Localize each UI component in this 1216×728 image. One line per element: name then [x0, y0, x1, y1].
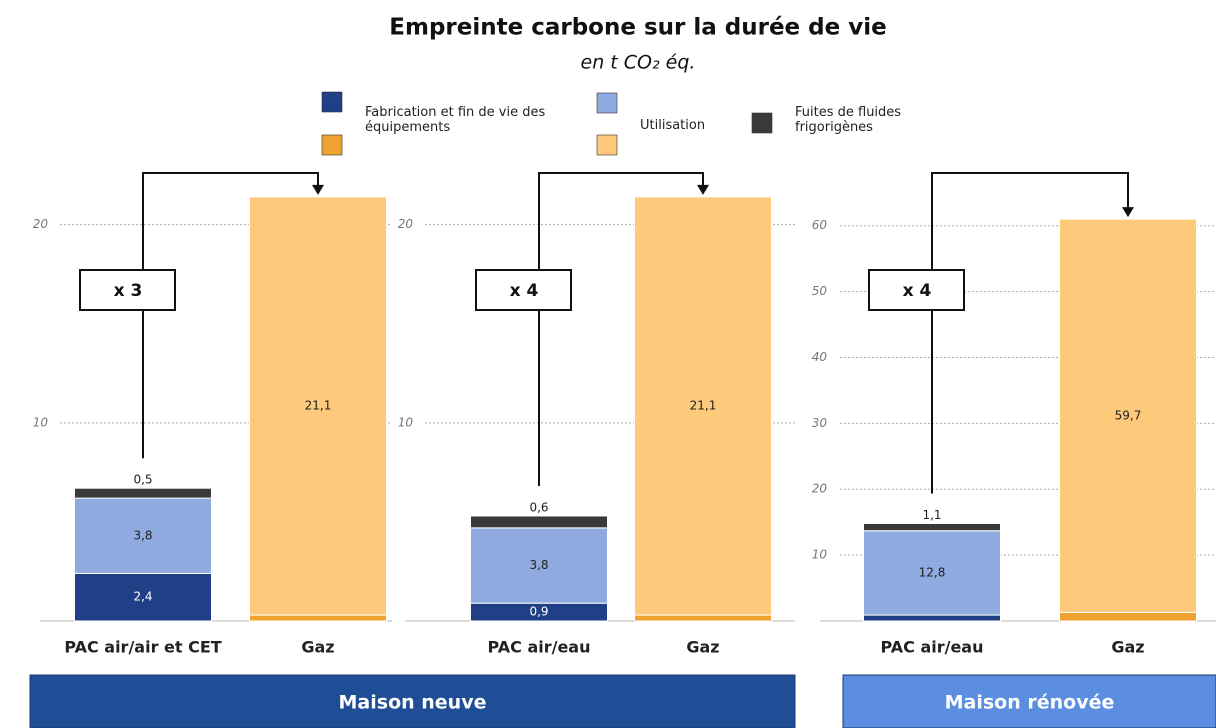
- bar-segment: [470, 527, 608, 604]
- bar-segment: [74, 572, 212, 622]
- bar-segment: [1059, 218, 1197, 613]
- value-label: 1,1: [922, 508, 941, 522]
- arrow-head: [1122, 207, 1134, 218]
- value-label: 3,8: [529, 558, 548, 572]
- legend-swatch: [596, 134, 618, 156]
- legend-swatch: [321, 134, 343, 156]
- bar-segment: [74, 487, 212, 499]
- x-tick-label: Gaz: [301, 638, 334, 657]
- x-tick-label: PAC air/eau: [487, 638, 590, 657]
- y-tick-label: 50: [812, 284, 828, 298]
- x-tick-label: Gaz: [1111, 638, 1144, 657]
- y-tick-label: 20: [33, 217, 49, 231]
- y-tick-label: 30: [812, 416, 828, 430]
- bar-segment: [74, 497, 212, 574]
- group-band: [842, 674, 1216, 728]
- chart-subtitle: en t CO₂ éq.: [581, 52, 696, 74]
- bar-segment: [634, 196, 772, 616]
- x-tick-label: PAC air/eau: [880, 638, 983, 657]
- y-tick-label: 40: [812, 350, 828, 364]
- legend-label: Fabrication et fin de vie des équipement…: [365, 105, 546, 135]
- y-tick-label: 20: [398, 217, 414, 231]
- y-tick-label: 10: [398, 415, 414, 429]
- value-label: 0,9: [529, 605, 548, 619]
- group-band: [29, 674, 796, 728]
- x-tick-label: PAC air/air et CET: [64, 638, 221, 657]
- value-label: 0,6: [529, 500, 548, 514]
- multiplier-label: x 3: [114, 281, 143, 301]
- arrow-line: [142, 172, 319, 459]
- group-label: Maison rénovée: [945, 692, 1115, 714]
- arrow-head: [312, 184, 324, 195]
- bar-segment: [634, 614, 772, 622]
- chart-title: Empreinte carbone sur la durée de vie: [389, 15, 886, 41]
- value-label: 2,4: [133, 590, 152, 604]
- bar-segment: [863, 522, 1001, 532]
- arrow-line: [538, 172, 704, 486]
- x-tick-label: Gaz: [686, 638, 719, 657]
- bar-segment: [470, 515, 608, 529]
- bar-segment: [249, 196, 387, 616]
- legend-label: Utilisation: [640, 118, 706, 133]
- bar-segment: [1059, 611, 1197, 622]
- multiplier-label: x 4: [510, 281, 539, 301]
- legend-swatch: [321, 91, 343, 113]
- y-tick-label: 60: [812, 218, 828, 232]
- bar-segment: [863, 530, 1001, 616]
- multiplier-label: x 4: [903, 281, 932, 301]
- multiplier-box: [79, 269, 176, 311]
- y-tick-label: 10: [33, 415, 49, 429]
- legend-swatch: [596, 92, 618, 114]
- multiplier-box: [868, 269, 965, 311]
- legend-swatch: [751, 112, 773, 134]
- bar-segment: [249, 614, 387, 622]
- arrow-head: [697, 184, 709, 195]
- group-label: Maison neuve: [339, 692, 487, 714]
- legend-label: Fuites de fluides frigorigènes: [795, 105, 902, 135]
- value-label: 21,1: [690, 398, 717, 412]
- y-tick-label: 20: [812, 482, 828, 496]
- y-tick-label: 10: [812, 548, 828, 562]
- value-label: 21,1: [305, 398, 332, 412]
- value-label: 0,5: [133, 473, 152, 487]
- multiplier-box: [475, 269, 572, 311]
- arrow-line: [931, 172, 1129, 494]
- value-label: 3,8: [133, 528, 152, 542]
- value-label: 59,7: [1115, 408, 1142, 422]
- bar-segment: [863, 614, 1001, 622]
- value-label: 12,8: [919, 565, 946, 579]
